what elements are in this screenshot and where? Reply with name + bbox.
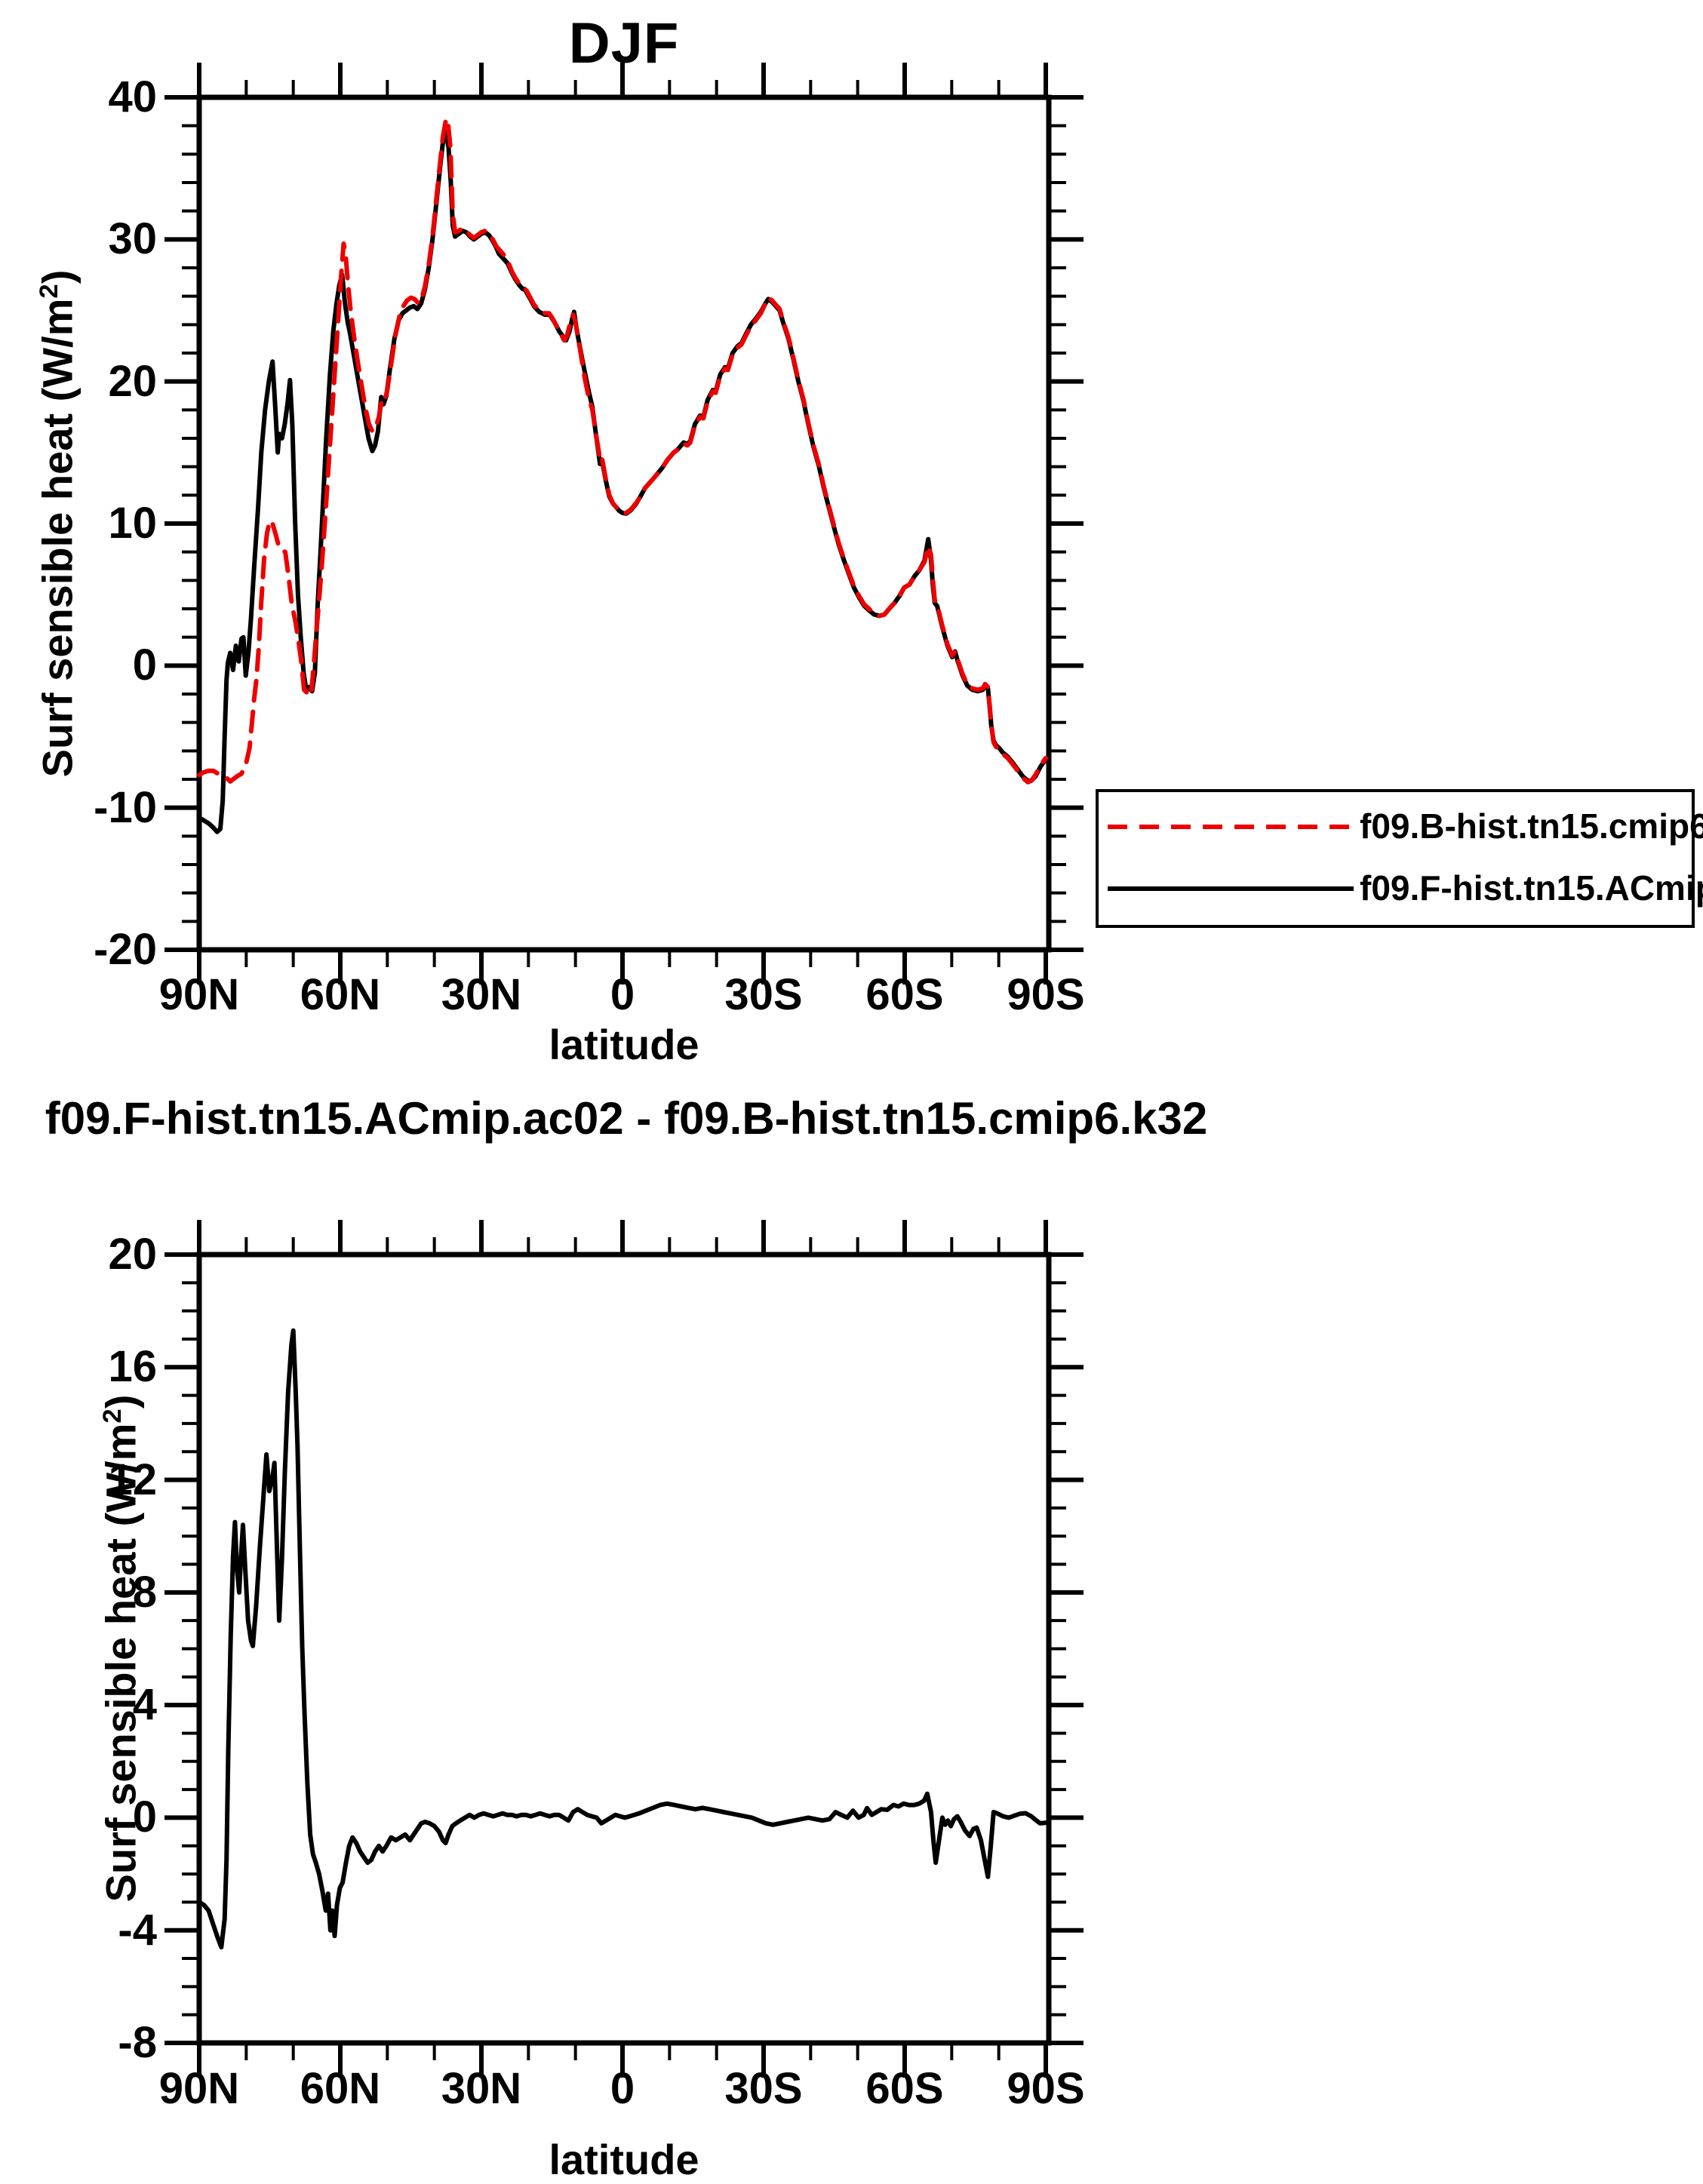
- y-tick-label: 40: [108, 72, 157, 121]
- x-tick-label: 30N: [441, 970, 522, 1019]
- y-tick-label: -10: [94, 782, 157, 832]
- x-tick-label: 30N: [441, 2064, 522, 2113]
- legend-label-b-hist: f09.B-hist.tn15.cmip6.k32: [1360, 806, 1703, 846]
- superscript-2: 2: [34, 284, 63, 299]
- y-tick-label: 10: [108, 499, 157, 548]
- series-difference: [197, 1328, 1048, 1950]
- y-tick-label: 0: [132, 640, 157, 690]
- y-tick-label: -20: [94, 925, 157, 974]
- y-tick-label: 8: [132, 1567, 157, 1617]
- series-f09-f-hist-tn15-acmip-ac02: [197, 129, 1048, 834]
- y-tick-label: 12: [108, 1454, 157, 1504]
- x-tick-label: 90N: [158, 970, 240, 1019]
- legend-row-black: f09.F-hist.tn15.ACmip.ac02: [1099, 866, 1703, 911]
- legend-label-f-hist: f09.F-hist.tn15.ACmip.ac02: [1360, 868, 1703, 908]
- bottom-x-axis-label: latitude: [549, 2136, 699, 2183]
- y-tick-label: 20: [108, 356, 157, 406]
- x-tick-label: 0: [610, 970, 635, 1019]
- series-f09-b-hist-tn15-cmip6-k32: [197, 116, 1048, 785]
- y-tick-label: 16: [108, 1342, 157, 1392]
- x-tick-label: 90N: [158, 2064, 240, 2113]
- superscript-2: 2: [97, 1408, 127, 1424]
- x-tick-label: 60N: [300, 970, 381, 1019]
- plot-box: [196, 1252, 1052, 2046]
- x-tick-label: 0: [610, 2064, 635, 2113]
- y-tick-label: 4: [132, 1680, 157, 1730]
- x-tick-label: 60S: [865, 970, 944, 1019]
- x-tick-label: 90S: [1007, 2064, 1085, 2113]
- bottom-plot-title: f09.F-hist.tn15.ACmip.ac02 - f09.B-hist.…: [45, 1093, 1208, 1144]
- legend-red-dashed-line-sample: [1108, 825, 1354, 829]
- y-tick-label: 0: [132, 1792, 157, 1842]
- x-tick-label: 60S: [865, 2064, 944, 2113]
- top-plot-title: DJF: [568, 11, 680, 75]
- x-tick-label: 60N: [300, 2064, 381, 2113]
- top-x-axis-label: latitude: [549, 1021, 699, 1068]
- legend-row-red: f09.B-hist.tn15.cmip6.k32: [1099, 804, 1703, 849]
- y-tick-label: -4: [118, 1905, 157, 1955]
- y-tick-label: -8: [118, 2018, 157, 2067]
- y-tick-label: 30: [108, 214, 157, 264]
- x-tick-label: 90S: [1007, 970, 1085, 1019]
- x-tick-label: 30S: [724, 970, 803, 1019]
- x-tick-label: 30S: [724, 2064, 803, 2113]
- legend-black-solid-line-sample: [1108, 886, 1354, 891]
- y-tick-label: 20: [108, 1230, 157, 1279]
- legend: f09.B-hist.tn15.cmip6.k32 f09.F-hist.tn1…: [1096, 789, 1703, 928]
